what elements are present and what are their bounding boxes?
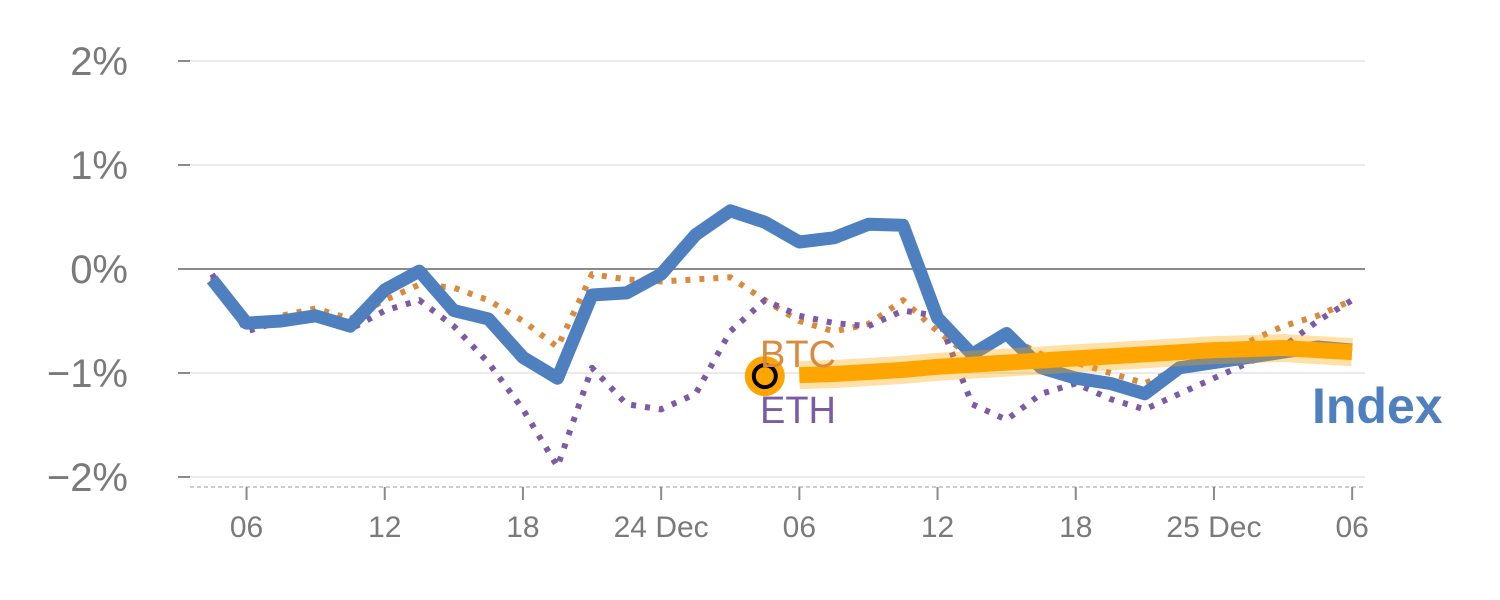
btc-label: BTC xyxy=(760,334,836,376)
x-tick-label: 06 xyxy=(1335,511,1368,544)
marker-halo xyxy=(744,356,785,397)
series-lines xyxy=(206,204,1354,470)
x-axis-ticks: 06 12 18 24 Dec 06 12 18 25 Dec 06 xyxy=(230,487,1369,544)
y-tick-label: −2% xyxy=(47,456,128,500)
series-labels: BTC ETH Index xyxy=(760,334,1443,434)
eth-label: ETH xyxy=(760,390,836,432)
marker-ring xyxy=(751,363,778,390)
x-tick-label: 18 xyxy=(506,511,539,544)
x-tick-label: 24 Dec xyxy=(614,511,709,544)
current-value-marker xyxy=(744,356,785,397)
y-tick-label: 1% xyxy=(70,144,128,188)
index-series-line xyxy=(206,204,1353,401)
y-axis-ticks: 2% 1% 0% −1% −2% xyxy=(47,40,190,500)
x-tick-label: 12 xyxy=(368,511,401,544)
y-tick-label: 2% xyxy=(70,40,128,84)
x-tick-label: 18 xyxy=(1059,511,1092,544)
y-tick-label: −1% xyxy=(47,352,128,396)
highlight-series-line xyxy=(799,340,1353,384)
x-tick-label: 25 Dec xyxy=(1166,511,1261,544)
y-tick-label: 0% xyxy=(70,248,128,292)
x-tick-label: 06 xyxy=(230,511,263,544)
index-label: Index xyxy=(1312,378,1443,434)
x-tick-label: 12 xyxy=(921,511,954,544)
x-tick-label: 06 xyxy=(783,511,816,544)
